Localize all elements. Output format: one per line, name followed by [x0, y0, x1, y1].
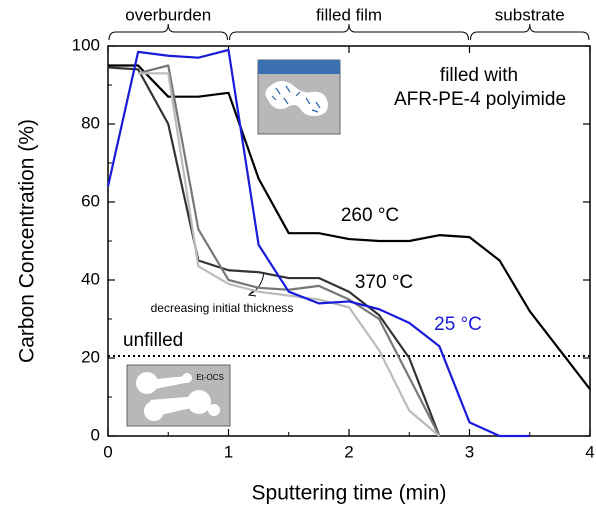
region-label: overburden: [125, 5, 211, 24]
series-label: 370 °C: [355, 272, 413, 293]
x-axis-title: Sputtering time (min): [252, 482, 447, 505]
x-tick-label: 4: [585, 442, 594, 461]
y-tick-label: 100: [72, 35, 100, 54]
x-tick-label: 2: [344, 442, 353, 461]
y-tick-label: 80: [81, 113, 100, 132]
arrow-head: [247, 289, 257, 297]
region-label: substrate: [495, 5, 565, 24]
series-line: [108, 64, 591, 390]
series-line: [107, 66, 441, 437]
x-tick-label: 3: [465, 442, 474, 461]
region-bracket: [229, 23, 469, 41]
y-tick-label: 0: [91, 425, 100, 444]
y-tick-label: 40: [81, 269, 100, 288]
inset-filled: [257, 59, 341, 135]
series-label: 25 °C: [434, 314, 482, 335]
region-label: filled film: [316, 5, 382, 24]
annotation: AFR-PE-4 polyimide: [394, 89, 566, 110]
arrow: [249, 271, 265, 295]
y-tick-label: 20: [81, 347, 100, 366]
annotation: decreasing initial thickness: [151, 301, 294, 315]
x-tick-label: 1: [224, 442, 233, 461]
series-label: 260 °C: [341, 205, 399, 226]
series-line: [138, 72, 441, 437]
y-axis-title: Carbon Concentration (%): [16, 119, 39, 363]
region-bracket: [470, 23, 590, 41]
inset-label: Et-OCS: [196, 373, 224, 382]
region-bracket: [108, 23, 228, 41]
y-tick-label: 60: [81, 191, 100, 210]
inset-unfilled: Et-OCS: [126, 364, 231, 427]
reference-label: unfilled: [123, 330, 183, 351]
series-line: [106, 48, 530, 438]
annotation: filled with: [440, 65, 518, 86]
x-tick-label: 0: [103, 442, 112, 461]
